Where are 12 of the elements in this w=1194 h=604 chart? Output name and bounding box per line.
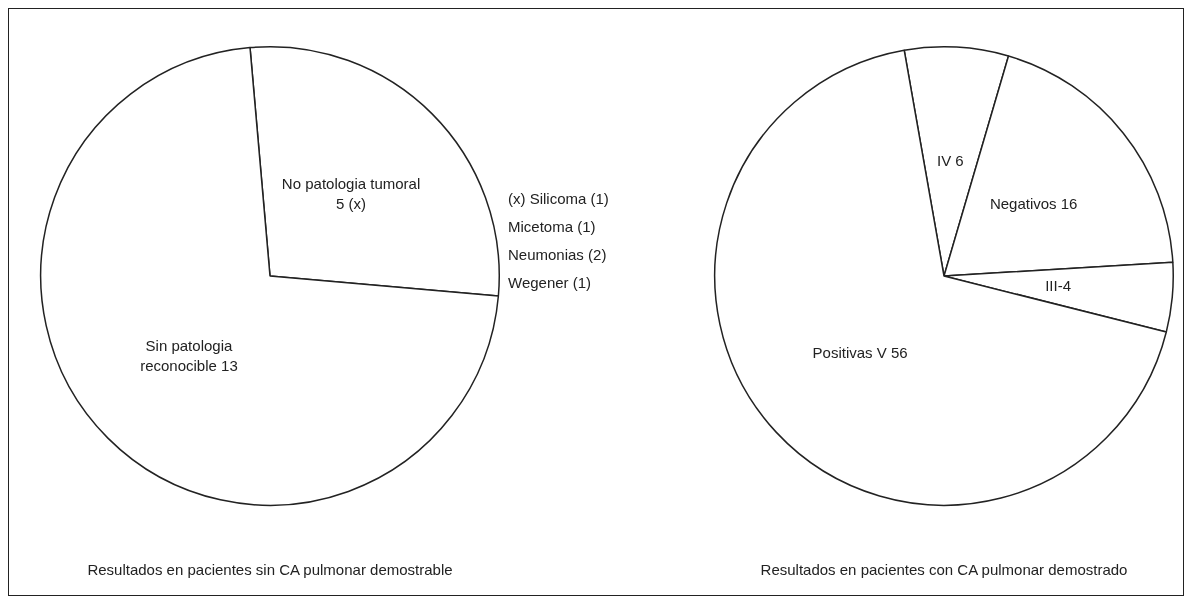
text: Neumonias (2) — [508, 245, 608, 265]
slice-label: IV 6 — [937, 151, 964, 169]
slice-label: Negativos 16 — [989, 194, 1078, 212]
text: Wegener (1) — [508, 273, 593, 293]
text: (x) Silicoma (1) — [508, 189, 609, 209]
slice-label: Sin patologia reconocible 13 — [140, 337, 238, 375]
text: Resultados en pacientes sin CA pulmonar demostrable — [87, 561, 453, 579]
slice-label: III-4 — [1045, 276, 1072, 294]
text: Micetoma (1) — [508, 217, 597, 237]
slice-label: Positivas V 56 — [812, 344, 908, 362]
text: Resultados en pacientes con CA pulmonar demostrado — [760, 561, 1128, 579]
slice-label: No patologia tumoral 5 (x) — [281, 175, 421, 213]
